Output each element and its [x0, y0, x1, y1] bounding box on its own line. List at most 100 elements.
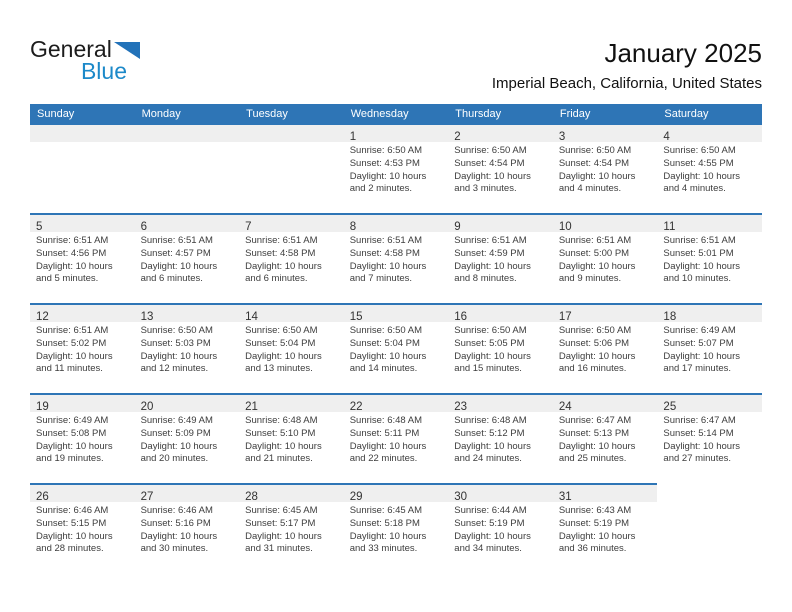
- sunrise-text: Sunrise: 6:50 AM: [663, 145, 736, 156]
- day-number-strip: 8: [343, 215, 449, 233]
- sunrise-text: Sunrise: 6:51 AM: [454, 235, 527, 246]
- empty-cell: [657, 483, 762, 573]
- daylight-text: Daylight: 10 hours and 31 minutes.: [245, 530, 322, 555]
- sunset-text: Sunset: 5:10 PM: [245, 427, 316, 439]
- sunset-text: Sunset: 5:11 PM: [349, 427, 420, 439]
- day-number: 29: [349, 491, 363, 503]
- day-details: Sunrise: 6:51 AM Sunset: 4:58 PM Daylight:…: [344, 232, 449, 286]
- daylight-text: Daylight: 10 hours and 6 minutes.: [140, 260, 218, 285]
- weekday-header-wednesday: Wednesday: [350, 108, 409, 120]
- day-cell-16: 16 Sunrise: 6:50 AM Sunset: 5:05 PM Dayligh…: [448, 303, 553, 393]
- sunset-text: Sunset: 5:04 PM: [349, 337, 420, 349]
- sunrise-text: Sunrise: 6:49 AM: [663, 325, 736, 336]
- day-number-strip: [30, 125, 135, 142]
- day-details: Sunrise: 6:49 AM Sunset: 5:07 PM Daylight:…: [657, 322, 762, 376]
- day-number-strip: 16: [448, 305, 553, 323]
- sunrise-text: Sunrise: 6:47 AM: [663, 415, 736, 426]
- sunset-text: Sunset: 5:19 PM: [454, 517, 525, 529]
- sunrise-text: Sunrise: 6:49 AM: [140, 415, 213, 426]
- day-number: 13: [140, 311, 154, 323]
- day-number: 19: [36, 401, 49, 413]
- daylight-text: Daylight: 10 hours and 2 minutes.: [349, 170, 427, 195]
- day-cell-28: 28 Sunrise: 6:45 AM Sunset: 5:17 PM Dayligh…: [239, 483, 344, 573]
- day-cell-8: 8 Sunrise: 6:51 AM Sunset: 4:58 PM Daylight…: [343, 213, 449, 303]
- day-number: 11: [663, 221, 676, 233]
- day-number: 10: [558, 221, 572, 233]
- sunset-text: Sunset: 5:15 PM: [36, 517, 107, 529]
- day-details: Sunrise: 6:51 AM Sunset: 4:59 PM Daylight:…: [448, 232, 553, 286]
- sunrise-text: Sunrise: 6:50 AM: [140, 325, 213, 336]
- daylight-text: Daylight: 10 hours and 28 minutes.: [36, 530, 113, 555]
- sunrise-text: Sunrise: 6:51 AM: [245, 235, 318, 246]
- day-details: Sunrise: 6:45 AM Sunset: 5:17 PM Daylight:…: [239, 502, 344, 556]
- weekday-header-row: Sunday Monday Tuesday Wednesday Thursday…: [30, 104, 762, 125]
- weekday-header-thursday: Thursday: [455, 108, 502, 120]
- day-cell-18: 18 Sunrise: 6:49 AM Sunset: 5:07 PM Dayligh…: [657, 303, 762, 393]
- day-cell-19: 19 Sunrise: 6:49 AM Sunset: 5:08 PM Dayligh…: [30, 393, 135, 483]
- calendar-week-row: 12 Sunrise: 6:51 AM Sunset: 5:02 PM Dayligh…: [30, 303, 762, 393]
- sunset-text: Sunset: 4:56 PM: [36, 247, 107, 259]
- weekday-header-tuesday: Tuesday: [246, 108, 288, 120]
- day-number-strip: 30: [448, 485, 553, 503]
- general-blue-logo: General Blue: [30, 38, 140, 83]
- sunset-text: Sunset: 5:03 PM: [140, 337, 211, 349]
- sunrise-text: Sunrise: 6:50 AM: [349, 145, 423, 156]
- day-details: Sunrise: 6:50 AM Sunset: 5:03 PM Daylight:…: [135, 322, 240, 376]
- daylight-text: Daylight: 10 hours and 13 minutes.: [245, 350, 322, 375]
- day-number: 6: [140, 221, 147, 233]
- calendar-table: Sunday Monday Tuesday Wednesday Thursday…: [30, 104, 762, 573]
- day-number-strip: 1: [343, 125, 449, 143]
- day-details: Sunrise: 6:51 AM Sunset: 5:01 PM Daylight:…: [657, 232, 762, 286]
- day-number: 21: [245, 401, 258, 413]
- day-details: Sunrise: 6:46 AM Sunset: 5:16 PM Daylight:…: [135, 502, 240, 556]
- sunset-text: Sunset: 5:00 PM: [558, 247, 630, 259]
- day-details: Sunrise: 6:50 AM Sunset: 4:55 PM Daylight:…: [657, 142, 762, 196]
- daylight-text: Daylight: 10 hours and 22 minutes.: [349, 440, 427, 465]
- day-details: Sunrise: 6:50 AM Sunset: 5:04 PM Daylight:…: [344, 322, 449, 376]
- day-number: 12: [36, 311, 49, 323]
- empty-cell: [239, 125, 344, 213]
- day-details: Sunrise: 6:51 AM Sunset: 5:00 PM Daylight:…: [553, 232, 658, 286]
- day-number-strip: 13: [134, 305, 240, 323]
- daylight-text: Daylight: 10 hours and 10 minutes.: [663, 260, 740, 285]
- day-details: Sunrise: 6:50 AM Sunset: 5:05 PM Daylight:…: [448, 322, 553, 376]
- day-details: Sunrise: 6:51 AM Sunset: 5:02 PM Daylight:…: [30, 322, 135, 376]
- day-number: 26: [36, 491, 49, 503]
- day-number: 27: [140, 491, 154, 503]
- page-title: January 2025: [604, 38, 762, 68]
- day-cell-21: 21 Sunrise: 6:48 AM Sunset: 5:10 PM Dayligh…: [239, 393, 344, 483]
- day-cell-1: 1 Sunrise: 6:50 AM Sunset: 4:53 PM Daylight…: [343, 125, 449, 213]
- day-number-strip: [134, 125, 240, 142]
- day-number-strip: 15: [343, 305, 449, 323]
- sunset-text: Sunset: 5:19 PM: [558, 517, 630, 529]
- day-number-strip: 4: [657, 125, 762, 143]
- sunrise-text: Sunrise: 6:51 AM: [558, 235, 632, 246]
- daylight-text: Daylight: 10 hours and 24 minutes.: [454, 440, 531, 465]
- sunrise-text: Sunrise: 6:46 AM: [140, 505, 213, 516]
- sunset-text: Sunset: 5:18 PM: [349, 517, 420, 529]
- day-cell-23: 23 Sunrise: 6:48 AM Sunset: 5:12 PM Dayligh…: [448, 393, 553, 483]
- daylight-text: Daylight: 10 hours and 34 minutes.: [454, 530, 531, 555]
- sunset-text: Sunset: 4:57 PM: [140, 247, 211, 259]
- day-cell-25: 25 Sunrise: 6:47 AM Sunset: 5:14 PM Dayligh…: [657, 393, 762, 483]
- sunrise-text: Sunrise: 6:50 AM: [454, 145, 527, 156]
- sunrise-text: Sunrise: 6:48 AM: [349, 415, 423, 426]
- daylight-text: Daylight: 10 hours and 20 minutes.: [140, 440, 218, 465]
- weekday-header-saturday: Saturday: [664, 108, 709, 120]
- day-details: Sunrise: 6:50 AM Sunset: 4:54 PM Daylight:…: [448, 142, 553, 196]
- day-number: 18: [663, 311, 677, 323]
- logo-triangle-icon: [113, 42, 140, 64]
- day-cell-4: 4 Sunrise: 6:50 AM Sunset: 4:55 PM Daylight…: [657, 125, 762, 213]
- sunrise-text: Sunrise: 6:51 AM: [36, 325, 109, 336]
- sunset-text: Sunset: 5:17 PM: [245, 517, 316, 529]
- day-number-strip: 7: [239, 215, 344, 233]
- day-cell-29: 29 Sunrise: 6:45 AM Sunset: 5:18 PM Dayligh…: [343, 483, 449, 573]
- day-number: 22: [349, 401, 363, 413]
- day-cell-31: 31 Sunrise: 6:43 AM Sunset: 5:19 PM Dayligh…: [552, 483, 658, 573]
- sunrise-text: Sunrise: 6:44 AM: [454, 505, 527, 516]
- sunrise-text: Sunrise: 6:51 AM: [36, 235, 109, 246]
- sunset-text: Sunset: 5:08 PM: [36, 427, 107, 439]
- day-number: 30: [454, 491, 468, 503]
- day-details: Sunrise: 6:48 AM Sunset: 5:10 PM Daylight:…: [239, 412, 344, 466]
- day-number: 4: [663, 131, 670, 143]
